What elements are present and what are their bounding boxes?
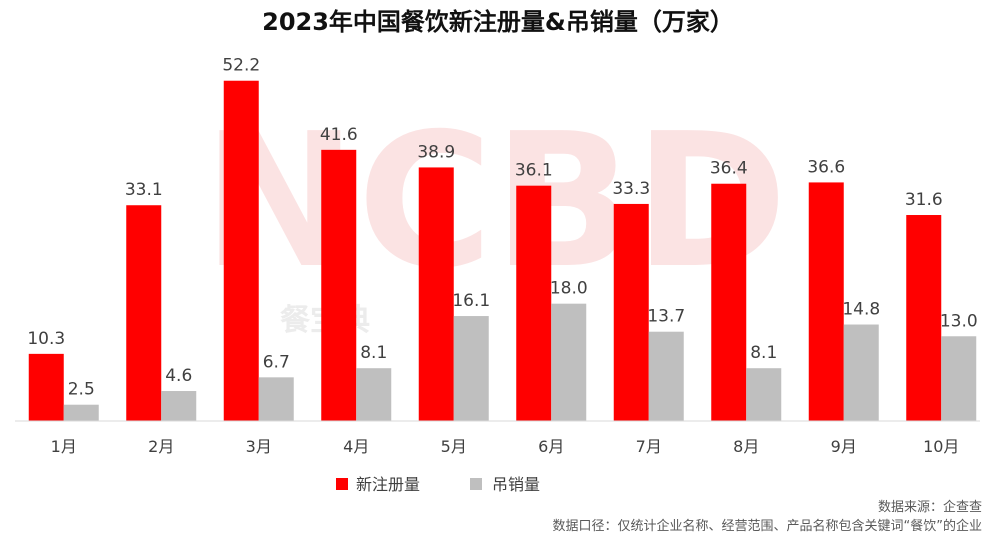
value-label-cancel-7: 13.7 xyxy=(647,307,685,327)
x-tick-labels: 1月 2月 3月 4月 5月 6月 7月 8月 9月 10月 xyxy=(51,437,960,456)
value-label-cancel-6: 18.0 xyxy=(550,279,588,299)
bar-cancel-5 xyxy=(453,316,489,421)
bar-cancel-7 xyxy=(648,331,684,421)
data-source-note: 数据来源：企查查 xyxy=(878,499,982,515)
x-tick-8: 8月 xyxy=(733,437,759,456)
bar-new-1 xyxy=(28,353,64,421)
value-label-cancel-1: 2.5 xyxy=(68,380,95,400)
value-label-new-1: 10.3 xyxy=(27,329,65,349)
x-tick-9: 9月 xyxy=(831,437,857,456)
bar-cancel-9 xyxy=(843,324,879,421)
value-label-cancel-9: 14.8 xyxy=(842,300,880,320)
bar-new-4 xyxy=(321,149,357,421)
value-label-cancel-4: 8.1 xyxy=(360,343,387,363)
bar-new-10 xyxy=(906,215,942,421)
chart-title: 2023年中国餐饮新注册量&吊销量（万家） xyxy=(262,8,734,36)
bar-cancel-3 xyxy=(258,377,294,421)
x-tick-5: 5月 xyxy=(441,437,467,456)
value-label-new-10: 31.6 xyxy=(905,190,943,210)
value-label-cancel-10: 13.0 xyxy=(940,311,978,331)
data-scope-note: 数据口径：仅统计企业名称、经营范围、产品名称包含关键词“餐饮”的企业 xyxy=(553,518,982,534)
bar-new-2 xyxy=(126,205,162,421)
value-label-new-2: 33.1 xyxy=(125,180,163,200)
value-label-new-9: 36.6 xyxy=(807,157,845,177)
x-tick-2: 2月 xyxy=(148,437,174,456)
bar-cancel-8 xyxy=(746,368,782,421)
value-label-new-7: 33.3 xyxy=(612,179,650,199)
x-tick-3: 3月 xyxy=(246,437,272,456)
legend-label-cancel: 吊销量 xyxy=(492,475,540,494)
bar-cancel-6 xyxy=(551,303,587,421)
bar-new-9 xyxy=(808,182,844,421)
x-tick-7: 7月 xyxy=(636,437,662,456)
bars: 10.3 2.5 33.1 4.6 52.2 6.7 41.6 8.1 38.9 16.1 36.1… xyxy=(27,56,978,421)
legend: 新注册量 吊销量 xyxy=(336,475,540,494)
bar-cancel-2 xyxy=(161,391,197,421)
legend-swatch-new xyxy=(336,478,348,490)
value-label-cancel-2: 4.6 xyxy=(165,366,192,386)
value-label-new-5: 38.9 xyxy=(417,142,455,162)
bar-new-6 xyxy=(516,185,552,421)
x-tick-4: 4月 xyxy=(343,437,369,456)
value-label-cancel-5: 16.1 xyxy=(452,291,490,311)
bar-cancel-10 xyxy=(941,336,977,421)
x-tick-6: 6月 xyxy=(538,437,564,456)
value-label-new-4: 41.6 xyxy=(320,125,358,145)
watermark-logo: NCBD xyxy=(202,93,787,309)
x-tick-10: 10月 xyxy=(923,437,959,456)
value-label-new-3: 52.2 xyxy=(222,56,260,76)
bar-cancel-4 xyxy=(356,368,392,421)
bar-cancel-1 xyxy=(63,404,99,421)
value-label-cancel-8: 8.1 xyxy=(750,343,777,363)
x-tick-1: 1月 xyxy=(51,437,77,456)
legend-label-new: 新注册量 xyxy=(356,475,420,494)
watermark: NCBD 餐宝典 xyxy=(202,93,787,338)
bar-new-5 xyxy=(418,167,454,421)
bar-new-8 xyxy=(711,183,747,421)
bar-new-3 xyxy=(223,80,259,421)
value-label-new-6: 36.1 xyxy=(515,161,553,181)
legend-swatch-cancel xyxy=(470,478,482,490)
value-label-cancel-3: 6.7 xyxy=(263,352,290,372)
value-label-new-8: 36.4 xyxy=(710,159,748,179)
bar-new-7 xyxy=(613,203,649,421)
